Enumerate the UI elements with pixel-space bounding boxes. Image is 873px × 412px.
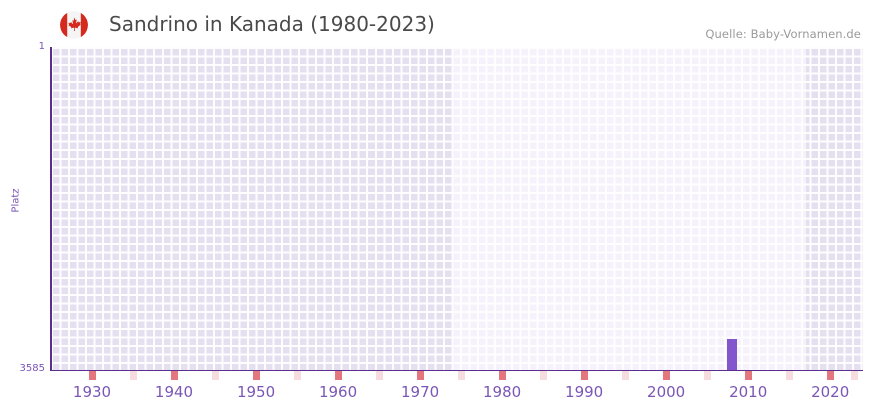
page-title: Sandrino in Kanada (1980-2023): [109, 12, 435, 36]
x-tick-minor-1995: [621, 371, 629, 380]
x-tick-label-1980: 1980: [483, 383, 522, 401]
x-tick-minor-1945: [211, 371, 219, 380]
chart-header: Sandrino in Kanada (1980-2023) Quelle: B…: [0, 0, 873, 47]
y-axis-title: Platz: [10, 188, 22, 213]
x-tick-1940: [170, 371, 178, 380]
x-tick-1950: [252, 371, 260, 380]
x-tick-minor-1965: [375, 371, 383, 380]
x-tick-1960: [334, 371, 342, 380]
x-tick-minor-1975: [457, 371, 465, 380]
x-axis-line: [50, 369, 863, 371]
y-axis-line: [50, 47, 52, 370]
y-axis-tick-top: 1: [38, 41, 45, 52]
x-tick-1970: [416, 371, 424, 380]
x-tick-label-1940: 1940: [154, 383, 194, 401]
source-credit: Quelle: Baby-Vornamen.de: [705, 27, 861, 41]
x-tick-label-2010: 2010: [729, 383, 768, 401]
x-tick-label-1970: 1970: [400, 383, 440, 401]
plot-area: [51, 47, 863, 370]
x-tick-1930: [88, 371, 96, 380]
bar-2008[interactable]: [726, 339, 737, 370]
x-tick-2020: [826, 371, 834, 380]
x-tick-1980: [498, 371, 506, 380]
canada-flag-icon: [60, 11, 88, 39]
x-tick-minor-1935: [129, 371, 137, 380]
x-tick-label-2000: 2000: [647, 383, 686, 401]
y-axis-tick-bottom: 3585: [19, 363, 45, 374]
x-tick-2000: [662, 371, 670, 380]
x-tick-label-1930: 1930: [72, 383, 112, 401]
grid-lines: [51, 47, 863, 370]
x-tick-minor-1955: [293, 371, 301, 380]
x-tick-minor-1985: [539, 371, 547, 380]
x-tick-minor-2015: [785, 371, 793, 380]
x-tick-2010: [744, 371, 752, 380]
x-tick-label-1990: 1990: [565, 383, 604, 401]
x-tick-minor-2005: [703, 371, 711, 380]
x-tick-label-2020: 2020: [811, 383, 850, 401]
x-tick-minor-2023: [851, 371, 859, 380]
x-tick-label-1960: 1960: [318, 383, 358, 401]
x-tick-label-1950: 1950: [236, 383, 276, 401]
x-tick-1990: [580, 371, 588, 380]
